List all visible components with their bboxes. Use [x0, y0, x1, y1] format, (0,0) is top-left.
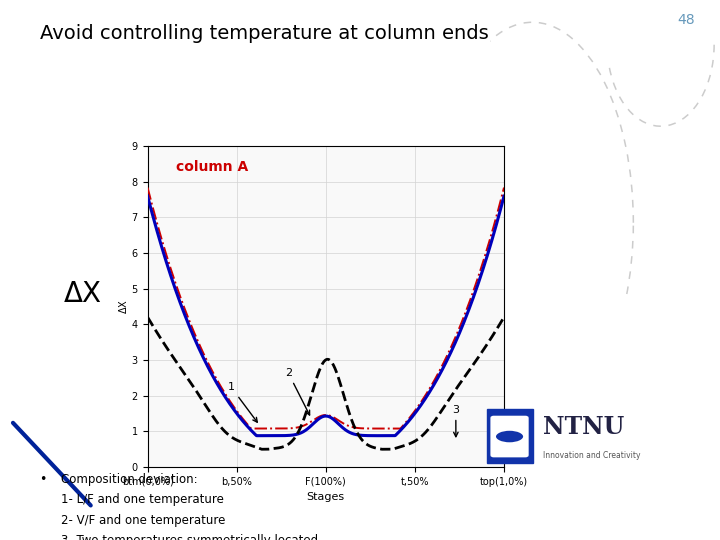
- Text: S. Skogestad: Distillation control: S. Skogestad: Distillation control: [541, 519, 711, 529]
- Circle shape: [495, 430, 524, 443]
- Text: 3: 3: [452, 405, 459, 437]
- Text: 2- V/F and one temperature: 2- V/F and one temperature: [61, 514, 225, 526]
- Text: 1- L/F and one temperature: 1- L/F and one temperature: [61, 493, 224, 506]
- Text: 1: 1: [228, 382, 257, 422]
- Text: $\Delta$X: $\Delta$X: [63, 280, 102, 308]
- Text: Avoid controlling temperature at column ends: Avoid controlling temperature at column …: [40, 24, 488, 43]
- Text: www.ntnu.no: www.ntnu.no: [9, 519, 91, 529]
- Text: 48: 48: [678, 14, 695, 28]
- Text: Composition deviation:: Composition deviation:: [61, 472, 198, 485]
- Text: NTNU: NTNU: [543, 415, 624, 439]
- Text: 2: 2: [285, 368, 310, 415]
- FancyBboxPatch shape: [487, 409, 533, 463]
- Text: Innovation and Creativity: Innovation and Creativity: [543, 451, 641, 461]
- Y-axis label: $\Delta$X: $\Delta$X: [117, 299, 129, 314]
- Text: 3- Two temperatures symmetrically located: 3- Two temperatures symmetrically locate…: [61, 534, 318, 540]
- Text: •: •: [40, 472, 47, 485]
- Text: column A: column A: [176, 160, 248, 174]
- X-axis label: Stages: Stages: [307, 492, 345, 502]
- FancyBboxPatch shape: [492, 417, 527, 456]
